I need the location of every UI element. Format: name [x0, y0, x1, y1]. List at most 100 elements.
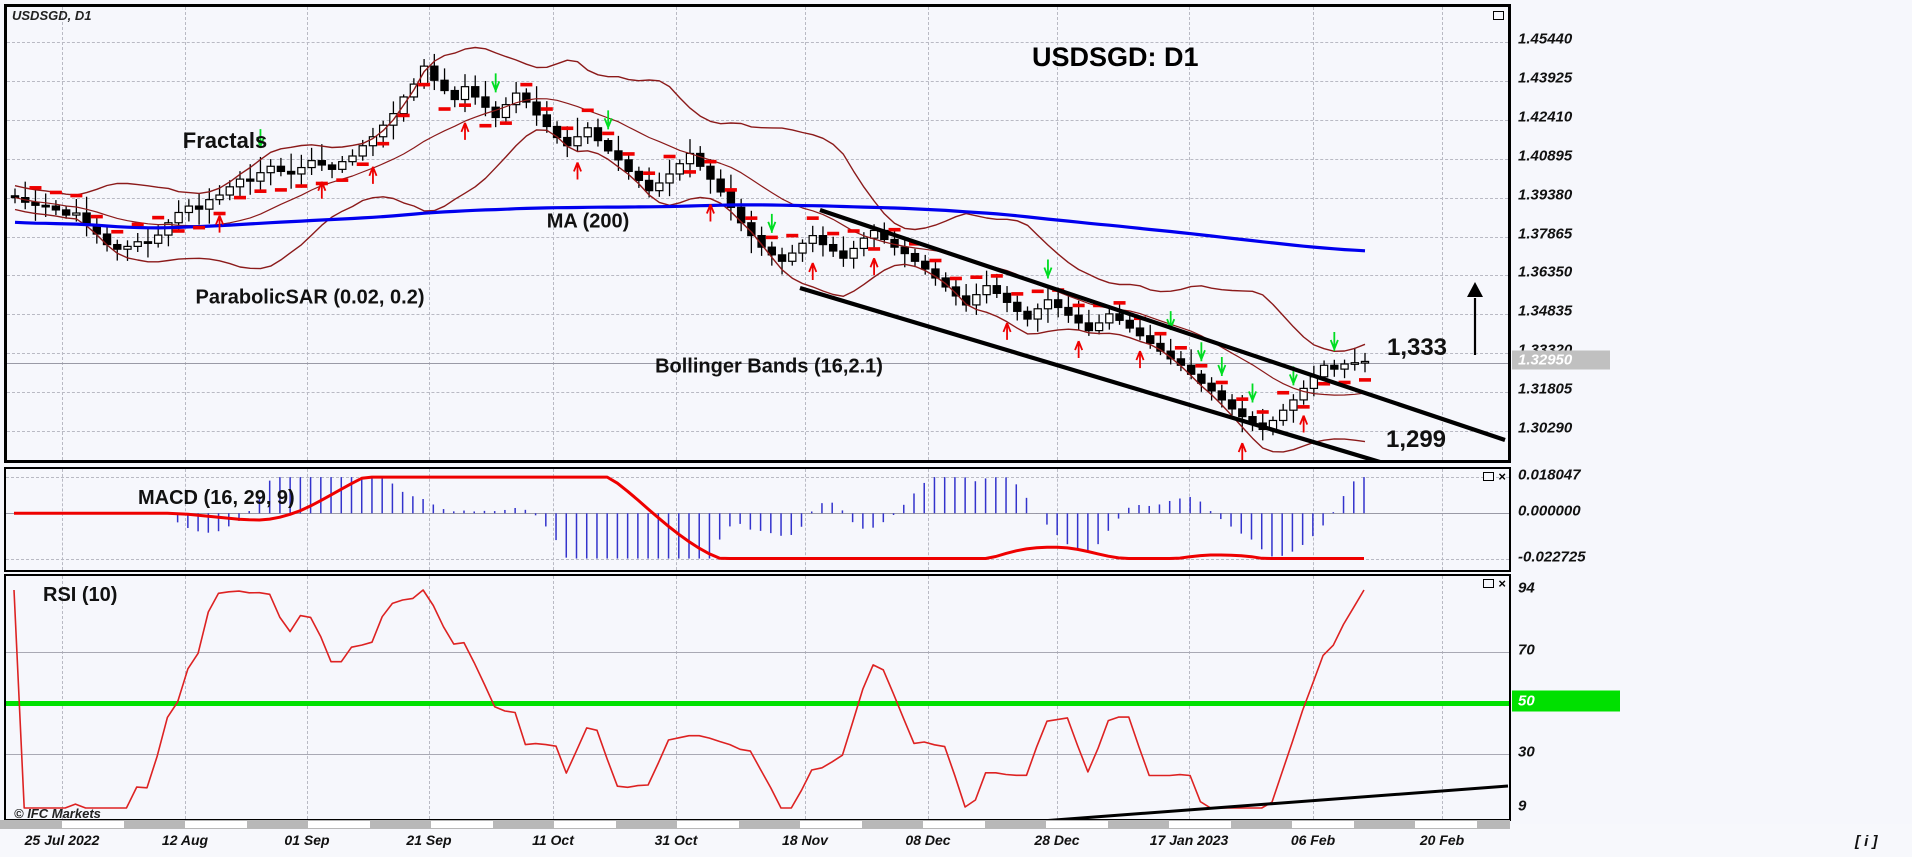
fractal-down-arrow: [573, 162, 582, 180]
x-axis-label: 06 Feb: [1290, 832, 1336, 848]
scrollbar-segment[interactable]: [554, 821, 616, 828]
parabolic-sar-dot: [602, 131, 615, 136]
parabolic-sar-dot: [540, 107, 553, 111]
fractal-down-arrow: [1074, 340, 1084, 359]
rsi-panel[interactable]: × 94 70 50 30 9: [0, 574, 1912, 824]
scrollbar-segment[interactable]: [1169, 821, 1231, 828]
trendline-upper: [819, 208, 1506, 442]
macd-zero-line: [6, 513, 1509, 515]
rsi-plot-border: ×: [4, 574, 1511, 821]
parabolic-sar-dot: [1195, 363, 1208, 368]
parabolic-sar-dot: [213, 211, 226, 216]
x-axis-label: 28 Dec: [1034, 832, 1080, 848]
y-axis-label: 94: [1518, 579, 1535, 597]
candle-body: [440, 79, 449, 92]
y-axis-label: 30: [1518, 743, 1535, 761]
scrollbar-segment[interactable]: [800, 821, 862, 828]
minimize-icon[interactable]: [1483, 472, 1495, 481]
candle-body: [1115, 313, 1124, 321]
candle-body: [368, 136, 378, 147]
parabolic-sar-dot: [1113, 301, 1126, 305]
parabolic-sar-dot: [520, 82, 533, 87]
grid-line-vertical: [62, 469, 63, 570]
grid-line-vertical: [1057, 576, 1058, 819]
grid-line-horizontal: [7, 431, 1508, 432]
grid-line-vertical: [429, 576, 430, 819]
y-axis-label: -0.022725: [1518, 548, 1586, 566]
candle-body: [982, 285, 991, 296]
rsi-plot-area[interactable]: [6, 576, 1509, 819]
grid-line-vertical: [1189, 576, 1190, 819]
parabolic-sar-dot: [70, 193, 83, 198]
scrollbar-segment[interactable]: [185, 821, 247, 828]
close-icon[interactable]: ×: [1498, 469, 1506, 484]
fractal-up-arrow: [1043, 259, 1053, 279]
info-button[interactable]: [ i ]: [1855, 833, 1878, 850]
rsi-level-line: [6, 754, 1509, 756]
candle-body: [1074, 314, 1083, 324]
parabolic-sar-dot: [111, 229, 124, 234]
trendline-lower: [799, 285, 1381, 460]
parabolic-sar-dot: [581, 108, 594, 113]
parabolic-sar-dot: [1359, 378, 1371, 382]
candle-body: [522, 92, 531, 103]
price-series-svg: [10, 46, 1506, 460]
candle-body: [184, 205, 194, 214]
parabolic-sar-dot: [438, 107, 451, 111]
parabolic-sar-dot: [29, 186, 42, 190]
minimize-icon[interactable]: [1483, 579, 1495, 588]
scrollbar-segment[interactable]: [62, 821, 124, 828]
candle-body: [777, 254, 787, 262]
y-axis-label: 1.37865: [1518, 225, 1573, 242]
candle-body: [849, 247, 858, 259]
candle-body: [788, 252, 797, 262]
grid-line-vertical: [185, 469, 186, 570]
rsi-level-line: [6, 651, 1509, 653]
rsi-panel-buttons[interactable]: ×: [1483, 576, 1506, 591]
fractal-down-arrow: [317, 181, 327, 199]
fractal-down-arrow: [1135, 350, 1145, 369]
grid-line-vertical: [307, 576, 308, 819]
scrollbar-segment[interactable]: [1292, 821, 1354, 828]
rsi-y-axis: 94 70 50 30 9: [1512, 574, 1912, 824]
parabolic-sar-dot: [295, 184, 308, 188]
close-icon[interactable]: ×: [1498, 576, 1506, 591]
scrollbar-segment[interactable]: [431, 821, 493, 828]
scrollbar-segment[interactable]: [1415, 821, 1477, 828]
grid-line-vertical: [1313, 576, 1314, 819]
candle-body: [1319, 364, 1329, 378]
candle-body: [276, 165, 286, 173]
macd-plot-area[interactable]: [6, 469, 1509, 570]
grid-line-vertical: [62, 7, 63, 460]
parabolic-sar-dot: [1154, 331, 1167, 336]
x-axis-label: 11 Oct: [532, 832, 574, 848]
fractal-up-arrow: [603, 110, 613, 130]
horizontal-scrollbar[interactable]: [0, 820, 1510, 829]
x-axis-label: 01 Sep: [284, 832, 330, 848]
scrollbar-segment[interactable]: [1046, 821, 1108, 828]
parabolic-sar-dot: [418, 82, 431, 87]
scrollbar-segment[interactable]: [677, 821, 739, 828]
macd-plot-border: ×: [4, 467, 1511, 572]
scrollbar-segment[interactable]: [923, 821, 985, 828]
grid-line-vertical: [1189, 469, 1190, 570]
grid-line-vertical: [676, 576, 677, 819]
macd-panel-buttons[interactable]: ×: [1483, 469, 1506, 484]
macd-panel[interactable]: × 0.018047 0.000000 -0.022725: [0, 467, 1912, 574]
candle-body: [869, 229, 879, 239]
parabolic-sar-dot: [827, 231, 840, 236]
candle-body: [532, 101, 541, 116]
candle-body: [174, 211, 183, 224]
parabolic-sar-dot: [1236, 397, 1249, 401]
candle-body: [123, 245, 132, 250]
minimize-icon[interactable]: [1493, 11, 1504, 20]
scrollbar-segment[interactable]: [308, 821, 370, 828]
candle-body: [51, 205, 61, 211]
candle-body: [1053, 299, 1063, 309]
price-plot-area[interactable]: [7, 7, 1508, 460]
candle-body: [767, 246, 777, 256]
candle-body: [1043, 299, 1053, 310]
price-panel-buttons[interactable]: [1493, 11, 1504, 20]
candle-body: [61, 209, 71, 216]
price-chart-panel[interactable]: 1.45440 1.43925 1.42410 1.40895 1.39380 1.378…: [0, 0, 1912, 467]
